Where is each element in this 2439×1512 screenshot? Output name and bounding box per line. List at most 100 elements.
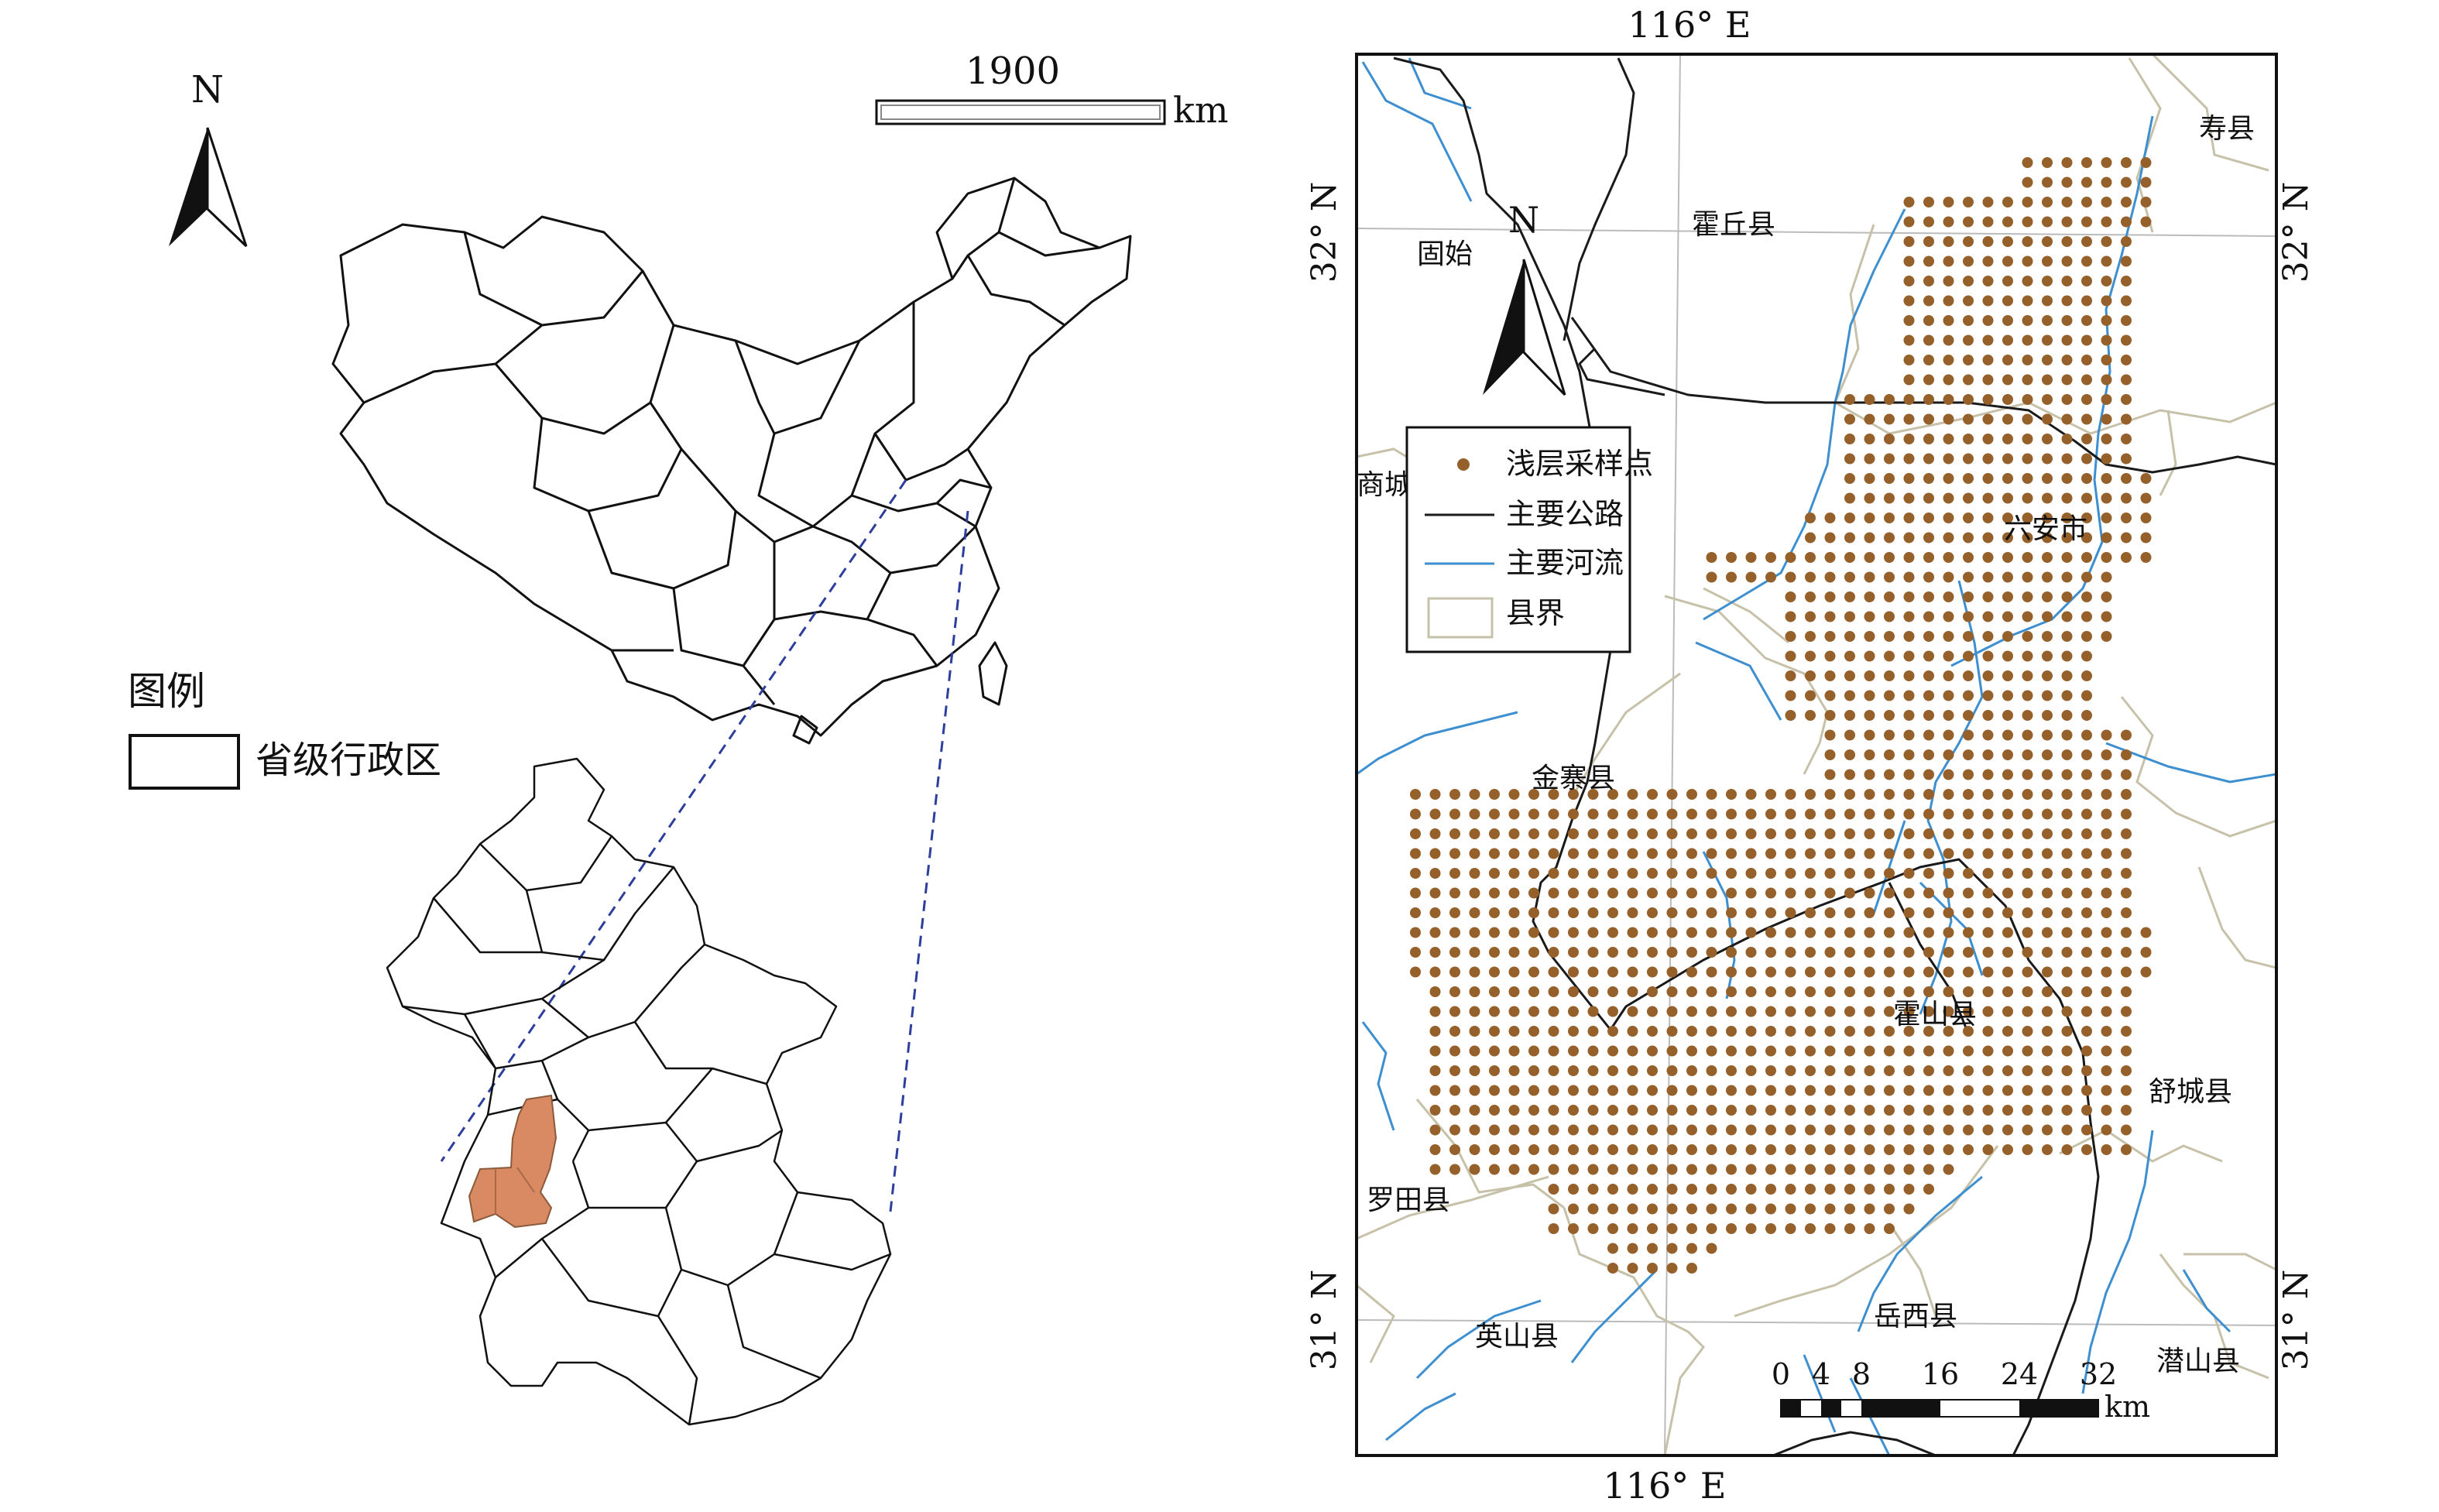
sample-point — [1943, 868, 1954, 879]
sample-point — [1745, 1203, 1757, 1215]
sample-point — [1844, 1026, 1855, 1037]
sample-point — [2002, 828, 2013, 839]
sample-point — [2121, 492, 2132, 504]
sample-point — [1923, 295, 1934, 307]
sample-point — [2101, 276, 2112, 286]
sample-point — [1726, 571, 1737, 583]
sample-point — [1647, 1243, 1658, 1254]
sample-point — [1824, 828, 1836, 839]
detail-north-label: N — [1508, 199, 1539, 241]
sample-point — [2081, 552, 2092, 563]
sample-point — [1923, 729, 1934, 741]
sample-point — [1568, 1124, 1579, 1136]
sample-point — [1923, 1006, 1934, 1017]
sample-point — [2022, 1105, 2033, 1116]
sample-point — [1489, 1065, 1500, 1076]
sample-point — [1528, 947, 1539, 958]
sample-point — [1587, 1164, 1599, 1175]
sample-point — [2061, 769, 2073, 780]
sample-point — [1429, 828, 1441, 839]
sample-point — [1745, 1184, 1757, 1195]
detail-north-arrow-icon: N — [1483, 199, 1566, 396]
sample-point — [1805, 513, 1816, 523]
sample-point — [1745, 571, 1757, 583]
sample-point — [1647, 1184, 1658, 1195]
sample-point — [1429, 1164, 1441, 1175]
sample-point — [1805, 986, 1816, 997]
sample-point — [1982, 1105, 1994, 1116]
sample-point — [2061, 177, 2073, 188]
sample-point — [1884, 591, 1895, 602]
sample-point — [1884, 631, 1895, 642]
sample-point — [1489, 1085, 1500, 1096]
sample-point — [1884, 552, 1895, 563]
sample-point — [1607, 1065, 1618, 1076]
sample-point — [1706, 966, 1717, 978]
sample-point — [1745, 789, 1757, 800]
sample-point — [1627, 966, 1638, 978]
sample-point — [1805, 1184, 1816, 1195]
sample-point — [1982, 197, 1994, 207]
sample-point — [1884, 1006, 1895, 1017]
sample-point — [1844, 591, 1855, 602]
sample-point — [1607, 966, 1618, 978]
sample-point — [1410, 966, 1421, 978]
sample-point — [1943, 631, 1954, 642]
sample-point — [1805, 1085, 1816, 1096]
sample-point — [2002, 789, 2013, 800]
sample-point — [1508, 947, 1520, 958]
sample-point — [2121, 315, 2132, 326]
sample-point — [1568, 907, 1579, 918]
sample-point — [1864, 413, 1875, 425]
sample-point — [2002, 473, 2013, 484]
sample-point — [1884, 1065, 1895, 1076]
sample-point — [1568, 986, 1579, 997]
sample-point — [1923, 334, 1934, 346]
sample-point — [1903, 276, 1915, 286]
sample-point — [1449, 1124, 1460, 1136]
sample-point — [2042, 571, 2053, 583]
sample-point — [1943, 1006, 1954, 1017]
sample-point — [1963, 729, 1974, 741]
sample-point — [2022, 927, 2033, 938]
sample-point — [1469, 966, 1480, 978]
sample-point — [1548, 986, 1559, 997]
sample-point — [2061, 492, 2073, 504]
sample-point — [2121, 966, 2132, 978]
sample-point — [1686, 1105, 1697, 1116]
sample-point — [1903, 1085, 1915, 1096]
sample-point — [2022, 907, 2033, 918]
sample-point — [1884, 1026, 1895, 1037]
sample-point — [1548, 1124, 1559, 1136]
sample-point — [1666, 808, 1678, 820]
sample-point — [1607, 808, 1618, 820]
sample-point — [1903, 848, 1915, 859]
sample-point — [2101, 394, 2112, 405]
place-jinzhai: 金寨县 — [1532, 763, 1615, 794]
sample-point — [1864, 1045, 1875, 1057]
sample-point — [2101, 966, 2112, 978]
sample-point — [2121, 276, 2132, 286]
sample-point — [1923, 355, 1934, 365]
sample-point — [1429, 808, 1441, 820]
sample-point — [1943, 255, 1954, 267]
sample-point — [1449, 887, 1460, 899]
sample-point — [1844, 1065, 1855, 1076]
sample-point — [1864, 631, 1875, 642]
sample-point — [2101, 907, 2112, 918]
sample-point — [2101, 236, 2112, 247]
sample-point — [1805, 611, 1816, 622]
sample-point — [1548, 1164, 1559, 1175]
sample-point — [1982, 650, 1994, 662]
sample-point — [1785, 947, 1796, 958]
sample-point — [1923, 394, 1934, 405]
sample-point — [1923, 749, 1934, 760]
sample-point — [1548, 927, 1559, 938]
sample-point — [2081, 1045, 2092, 1057]
sample-point — [1943, 453, 1954, 465]
sample-point — [1785, 907, 1796, 918]
sample-point — [1903, 1026, 1915, 1037]
sample-point — [1844, 887, 1855, 899]
sample-point — [1923, 552, 1934, 563]
sample-point — [1903, 611, 1915, 622]
